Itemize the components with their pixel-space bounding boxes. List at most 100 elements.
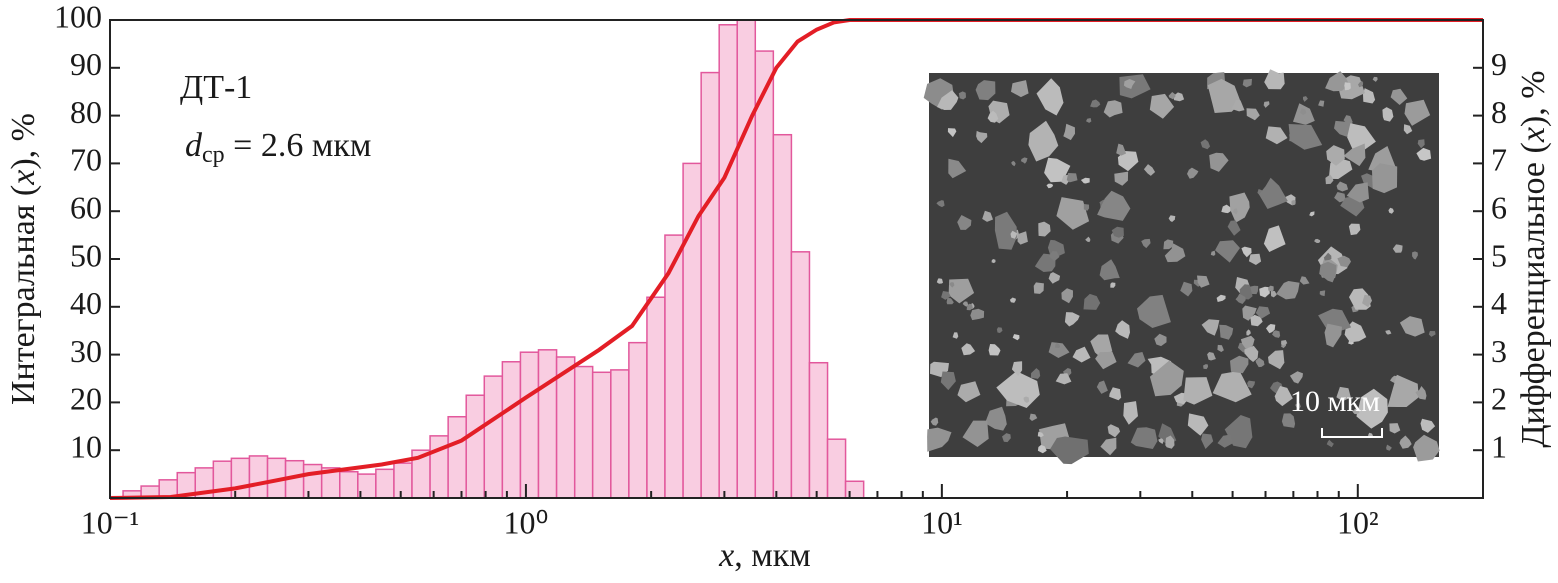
particle — [1062, 368, 1072, 377]
particle — [948, 278, 975, 304]
particle — [1158, 438, 1164, 444]
particle — [1263, 225, 1286, 252]
particle — [1417, 139, 1425, 149]
particle — [1326, 145, 1345, 166]
particle — [1011, 80, 1029, 98]
particle — [1263, 101, 1270, 108]
bar — [826, 438, 847, 499]
y2-tick-label: 7 — [1491, 142, 1507, 178]
particle — [1017, 231, 1028, 245]
bar — [628, 341, 648, 499]
particle — [1319, 261, 1337, 283]
particle — [985, 406, 1007, 431]
bar — [573, 365, 594, 499]
particle — [1116, 143, 1127, 156]
particle — [1209, 152, 1229, 172]
y2-tick-label: 9 — [1491, 46, 1507, 82]
particle — [1343, 115, 1353, 124]
particle — [1399, 435, 1412, 449]
particle — [1096, 380, 1108, 394]
particle — [946, 298, 954, 305]
particle — [1168, 92, 1176, 100]
particle — [1385, 330, 1392, 335]
particle — [1114, 171, 1129, 186]
x-axis-label: x, мкм — [718, 537, 811, 574]
particle — [947, 128, 957, 138]
bar — [736, 19, 757, 499]
particle — [936, 278, 943, 284]
particle — [1097, 190, 1131, 221]
particle — [1326, 439, 1334, 448]
bar — [519, 351, 540, 499]
particle — [940, 371, 956, 391]
bar — [772, 133, 793, 499]
y-label-part: Интегральная ( — [5, 185, 42, 405]
particle — [1325, 71, 1349, 92]
particle — [927, 427, 952, 452]
particle — [1363, 88, 1376, 104]
particle — [1049, 251, 1060, 262]
particle — [1242, 305, 1257, 321]
particle — [1233, 208, 1238, 215]
particle — [1038, 221, 1051, 237]
particle — [1230, 355, 1249, 374]
particle — [1324, 323, 1342, 348]
bar — [700, 71, 720, 499]
particle — [1314, 238, 1321, 243]
particle — [1412, 251, 1418, 260]
particle — [1061, 288, 1073, 304]
particle — [1404, 99, 1431, 126]
particle — [1217, 434, 1233, 448]
particle — [1362, 294, 1372, 308]
particle — [996, 327, 1003, 333]
particle — [1109, 387, 1122, 401]
particle — [966, 303, 973, 311]
particle — [1389, 423, 1401, 434]
particle — [1111, 226, 1124, 238]
particle — [1248, 253, 1262, 265]
bar — [610, 369, 630, 499]
y-tick-label: 30 — [70, 333, 102, 369]
particle — [1386, 444, 1392, 451]
particle — [1231, 99, 1245, 112]
particle — [1318, 100, 1325, 107]
particle — [1264, 69, 1285, 90]
particle — [1201, 319, 1220, 336]
particle — [1303, 96, 1308, 102]
particle — [1183, 377, 1213, 405]
particle — [1201, 433, 1214, 449]
particle — [957, 215, 972, 230]
particle — [1217, 344, 1224, 352]
particle — [1268, 285, 1274, 292]
particle — [1244, 345, 1259, 362]
particle — [1259, 177, 1288, 209]
particle — [1344, 82, 1351, 91]
bar — [339, 470, 359, 499]
particle — [1055, 342, 1061, 349]
y2-axis-label: Дифференциальное (x), % — [1515, 70, 1552, 447]
particle — [1127, 352, 1146, 368]
particle — [970, 308, 985, 321]
particle — [1358, 80, 1364, 88]
y2-tick-label: 8 — [1491, 94, 1507, 130]
particle — [1002, 433, 1011, 443]
y2-tick-label: 5 — [1491, 237, 1507, 273]
particle — [1325, 174, 1334, 185]
x-label-part: , мкм — [734, 537, 811, 574]
particle — [1110, 282, 1116, 288]
bar — [790, 251, 811, 499]
particle — [1207, 352, 1216, 361]
particle — [1392, 244, 1403, 253]
particle — [1289, 371, 1303, 384]
bar — [375, 468, 395, 499]
mean-symbol: d — [185, 127, 203, 164]
particle — [1123, 401, 1138, 425]
particle — [1336, 386, 1351, 402]
mean-size: dср = 2.6 мкм — [185, 127, 371, 168]
particle — [1055, 373, 1072, 385]
particle — [1012, 334, 1020, 341]
particle — [1080, 177, 1090, 184]
particle — [1268, 350, 1285, 370]
particle — [1168, 215, 1176, 222]
particle — [1276, 281, 1300, 300]
